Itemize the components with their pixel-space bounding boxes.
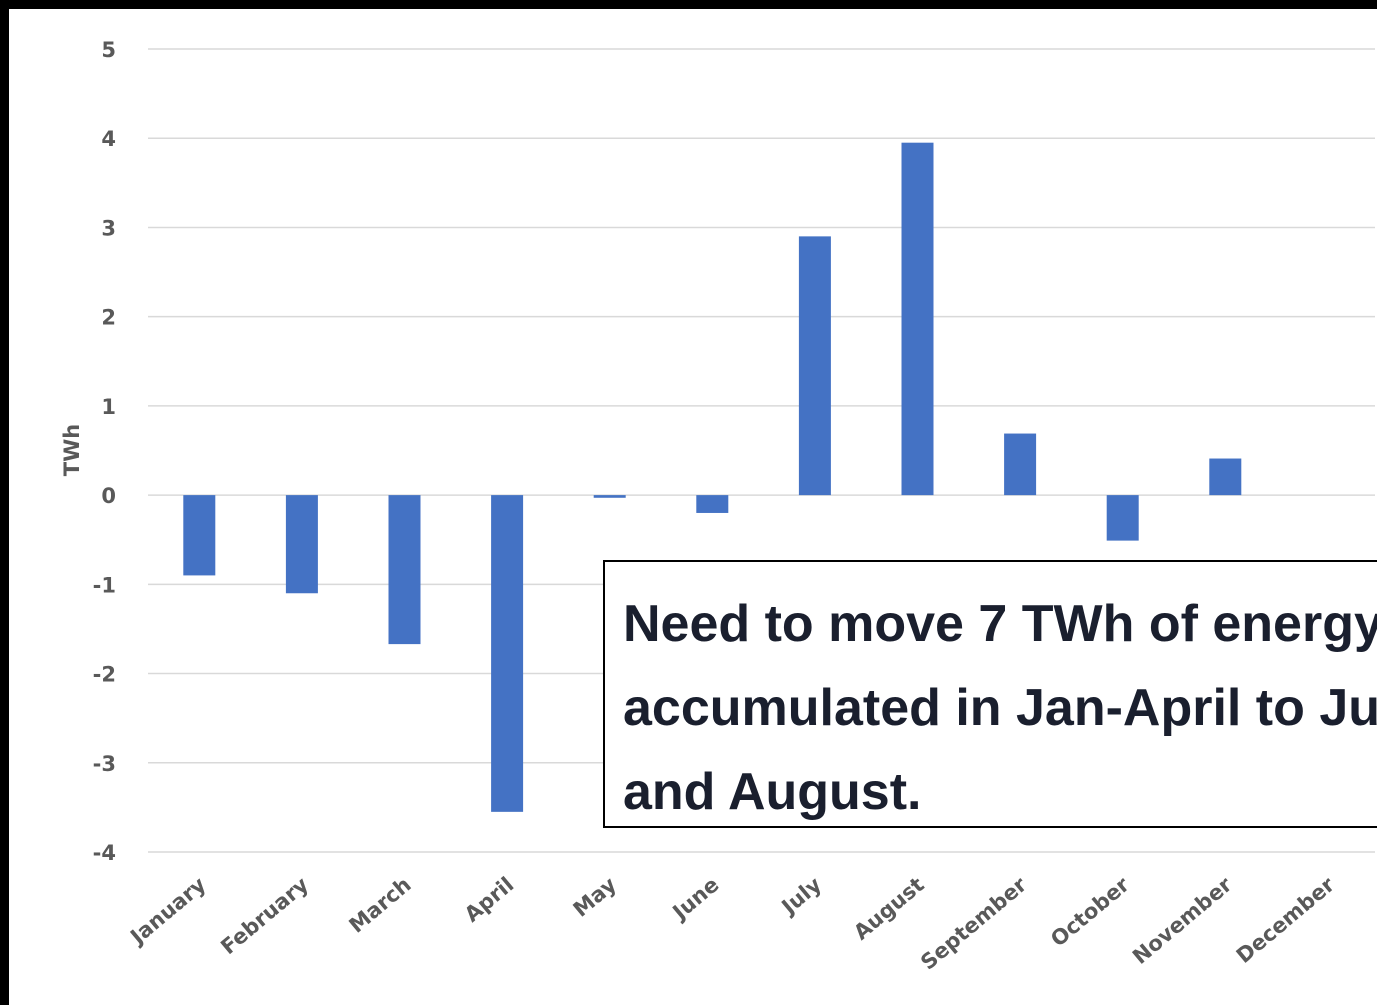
x-tick-label-october: October (1046, 872, 1134, 951)
y-tick-label: 1 (101, 395, 116, 419)
x-axis-ticks: January February March April May June July Augu… (125, 872, 1340, 974)
y-axis-ticks: 5 4 3 2 1 0 -1 -2 -3 -4 (93, 38, 116, 865)
y-tick-label: 2 (101, 306, 116, 330)
x-tick-label-november: November (1128, 872, 1237, 969)
y-tick-label: -4 (93, 841, 116, 865)
bar-chart: 5 4 3 2 1 0 -1 -2 -3 -4 January February March April… (60, 38, 1375, 975)
x-tick-label-september: September (916, 872, 1032, 974)
annotation-box: Need to move 7 TWh of energy accumulated… (603, 560, 1377, 828)
y-tick-label: 5 (101, 38, 116, 62)
y-tick-label: -3 (93, 752, 116, 776)
y-tick-label: 3 (101, 216, 116, 240)
x-tick-label-february: February (216, 872, 313, 959)
y-tick-label: 0 (101, 484, 116, 508)
x-tick-label-january: January (125, 872, 211, 950)
bar-march (388, 495, 421, 645)
x-tick-label-march: March (344, 872, 415, 937)
x-tick-label-may: May (569, 872, 622, 922)
bar-june (696, 495, 729, 513)
bar-january (183, 495, 216, 576)
x-tick-label-july: July (776, 872, 827, 920)
y-tick-label: -1 (93, 573, 116, 597)
y-tick-label: 4 (101, 127, 116, 151)
x-tick-label-june: June (667, 872, 724, 925)
y-tick-label: -2 (93, 663, 116, 687)
bars (183, 142, 1242, 812)
bar-may (593, 495, 626, 498)
bar-april (491, 495, 524, 812)
bar-july (798, 236, 831, 496)
y-axis-label: TWh (60, 424, 84, 476)
bar-august (901, 142, 934, 496)
x-tick-label-august: August (849, 872, 929, 944)
bar-october (1106, 495, 1139, 541)
bar-september (1004, 433, 1037, 496)
bar-november (1209, 458, 1242, 496)
annotation-text: Need to move 7 TWh of energy accumulated… (623, 595, 1377, 821)
x-tick-label-december: December (1232, 872, 1340, 968)
bar-february (285, 495, 318, 594)
x-tick-label-april: April (460, 872, 518, 926)
